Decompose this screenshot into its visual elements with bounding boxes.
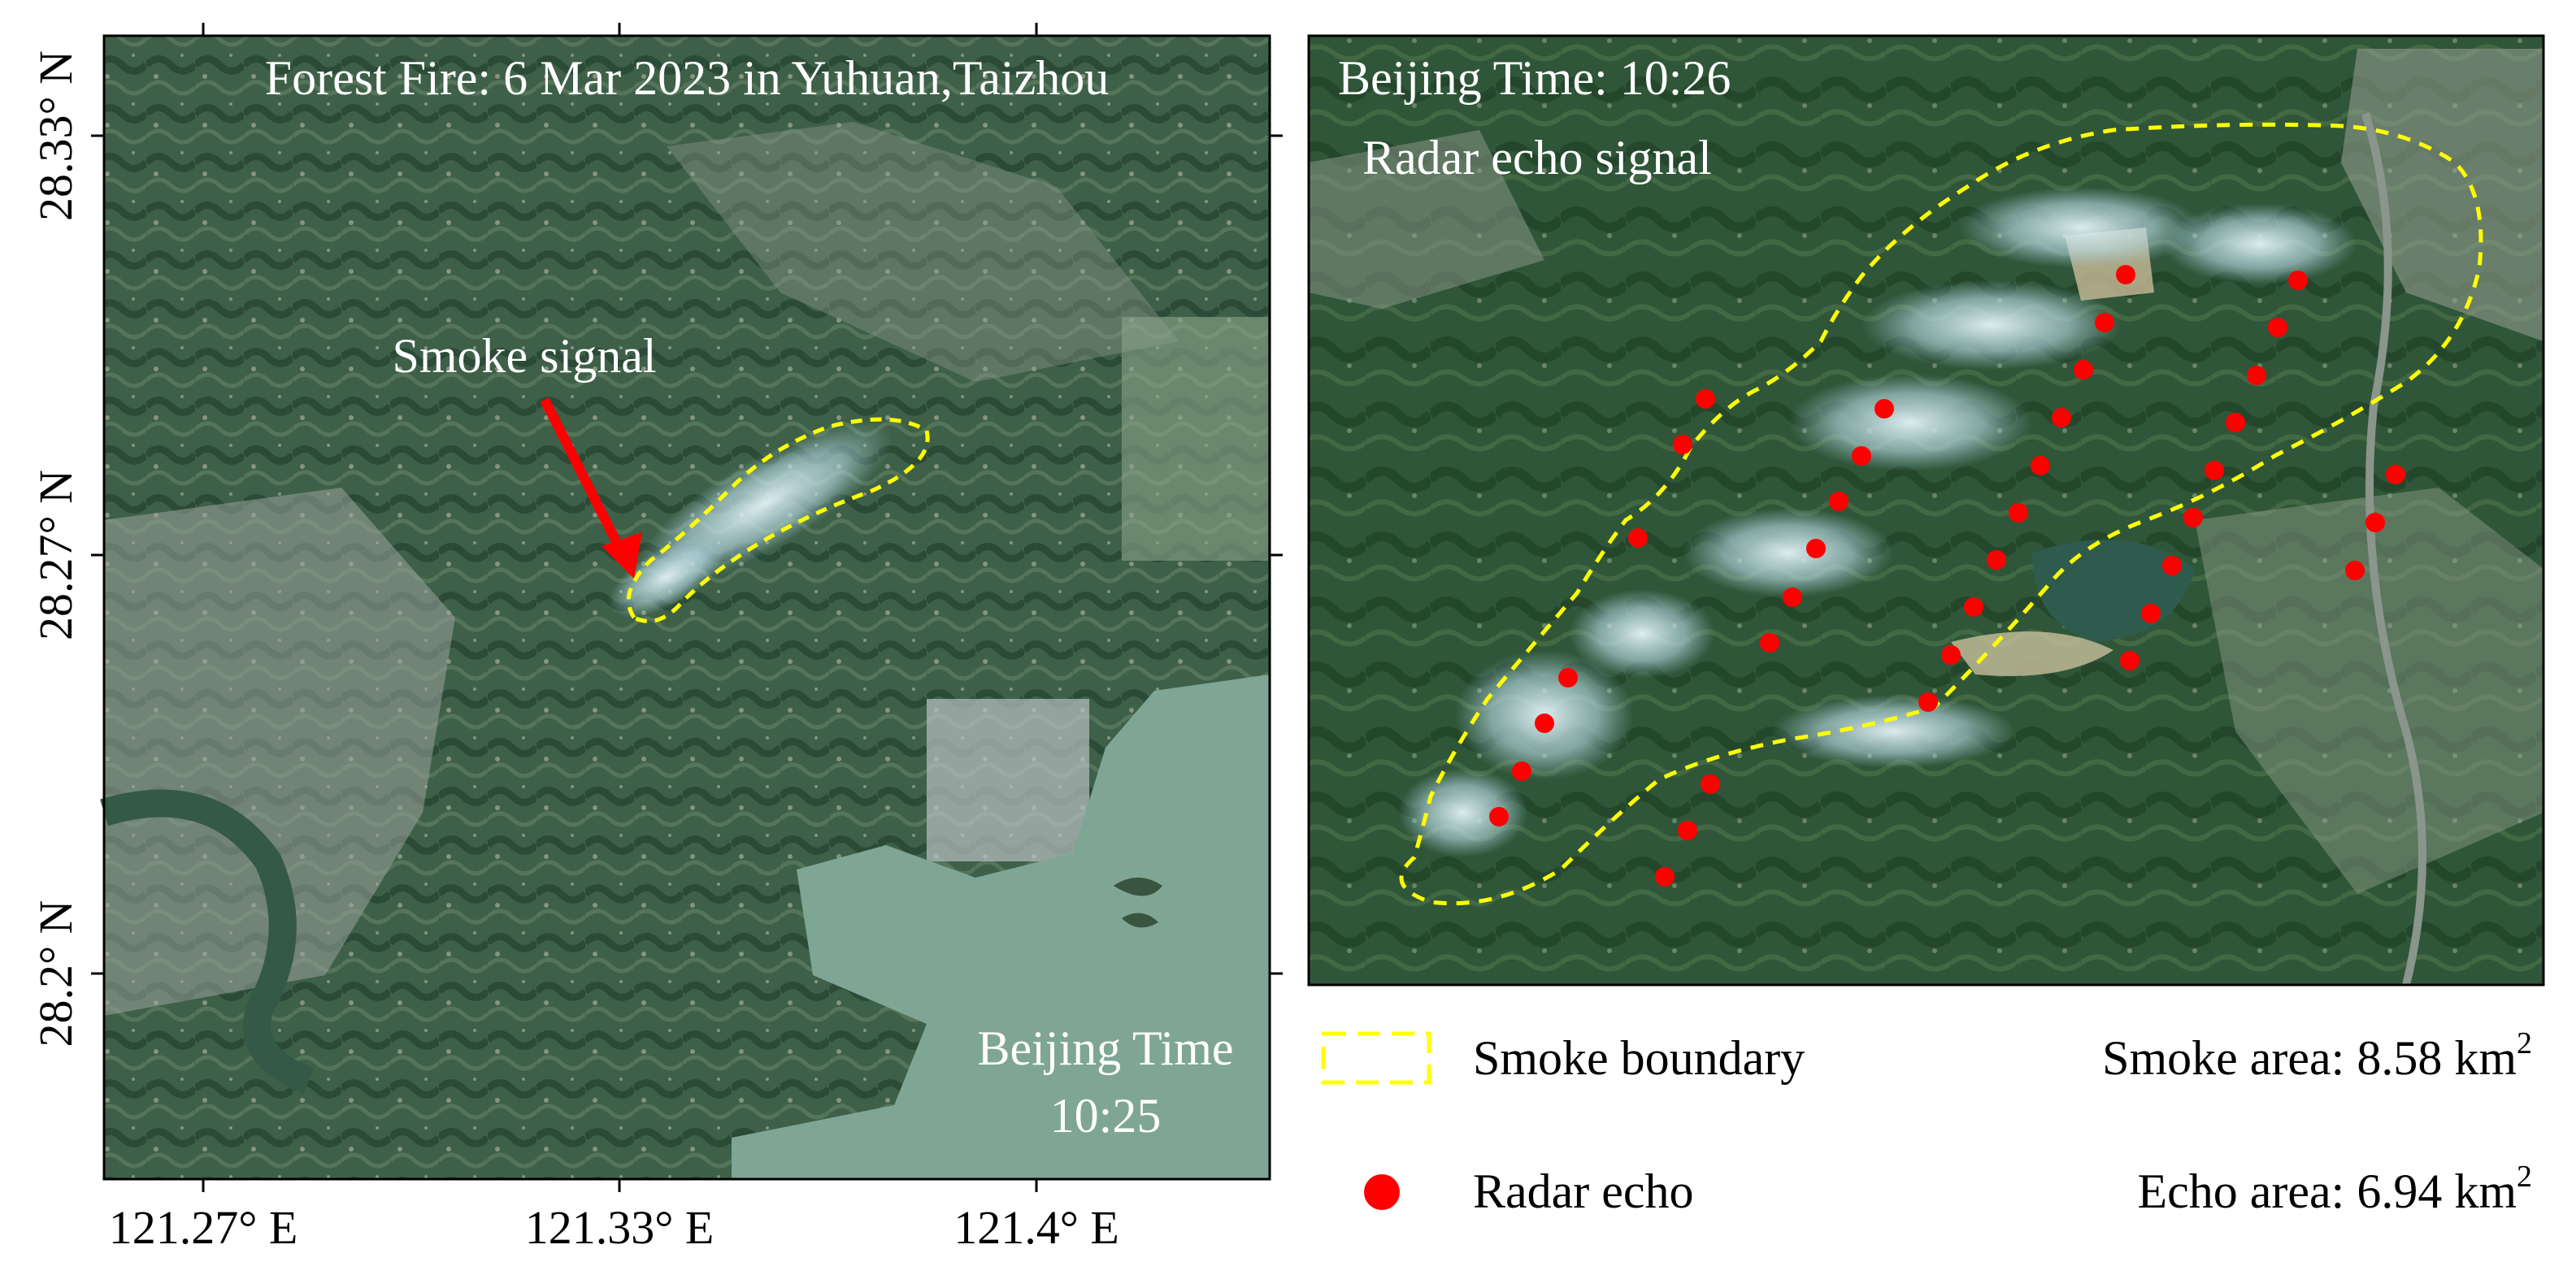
smoke-plumes-right [1398, 187, 2357, 857]
lat-tick-label-2: 28.27° N [29, 470, 82, 640]
radar-echo [1852, 446, 1871, 466]
right-subtitle: Radar echo signal [1362, 131, 1712, 184]
smoke-area-label: Smoke area: 8.58 km2 [2102, 1026, 2532, 1085]
radar-echo [1673, 435, 1692, 454]
smoke-arrow [540, 397, 627, 555]
legend-smoke-boundary-swatch [1321, 1031, 1431, 1085]
legend-radar-echo-label: Radar echo [1473, 1164, 1694, 1218]
radar-echo [2031, 456, 2050, 475]
radar-echo [2205, 461, 2224, 480]
radar-echo [2345, 561, 2365, 580]
lat-tick-label-3: 28.2° N [29, 900, 82, 1047]
radar-echo [2183, 508, 2203, 527]
left-map-frame [102, 34, 1271, 1181]
lon-tick-label-3: 121.4° E [954, 1201, 1119, 1254]
radar-echo [2247, 366, 2266, 385]
legend-smoke-boundary-label: Smoke boundary [1473, 1031, 1805, 1085]
legend-radar-echo-swatch [1364, 1174, 1400, 1210]
radar-echo [1628, 528, 1648, 548]
village-area-se [2195, 488, 2543, 894]
radar-echo [1678, 821, 1697, 840]
radar-echo [1512, 761, 1531, 781]
right-map-panel: Beijing Time: 10:26 Radar echo signal [1307, 34, 2545, 987]
smoke-area-text: Smoke area: 8.58 km [2102, 1031, 2517, 1085]
smoke-plume-left-tail [608, 536, 725, 618]
radar-echo [2052, 408, 2071, 427]
smoke-signal-label: Smoke signal [393, 329, 657, 383]
echo-area-text: Echo area: 6.94 km [2138, 1164, 2517, 1218]
radar-echo [1783, 588, 1802, 607]
lat-tick-label-1: 28.33° N [29, 50, 82, 221]
radar-echo [2288, 271, 2308, 290]
lon-tick-label-1: 121.27° E [109, 1201, 298, 1254]
echo-area-label: Echo area: 6.94 km2 [2138, 1160, 2533, 1218]
radar-echo [2074, 360, 2093, 379]
left-map-ticks [91, 23, 1283, 1192]
radar-echo [2116, 265, 2135, 284]
radar-echo [2386, 465, 2405, 484]
radar-echo [2268, 318, 2287, 337]
radar-echo [1964, 597, 1983, 617]
smoke-boundary-left [626, 417, 930, 623]
radar-echo [2095, 313, 2114, 332]
radar-echo [2365, 513, 2385, 532]
right-time-label: Beijing Time: 10:26 [1338, 51, 1731, 105]
radar-echo [2141, 604, 2161, 623]
radar-echo [2162, 556, 2182, 575]
radar-echo [1696, 389, 1715, 409]
radar-echo [1806, 539, 1826, 558]
radar-echo [1918, 692, 1938, 712]
lon-tick-label-2: 121.33° E [525, 1201, 715, 1254]
radar-echo [2009, 503, 2028, 523]
urban-area-west [104, 488, 455, 1016]
radar-echo [2120, 651, 2139, 670]
sea [732, 674, 1270, 1179]
left-time-label: Beijing Time [977, 1021, 1233, 1075]
islands [1114, 878, 1162, 928]
radar-echo-points [1489, 265, 2405, 887]
village-area-ne [2341, 49, 2543, 341]
radar-echo [1701, 774, 1720, 794]
river [100, 789, 315, 1094]
left-map-title: Forest Fire: 6 Mar 2023 in Yuhuan,Taizho… [265, 51, 1109, 105]
radar-echo [1829, 492, 1848, 511]
radar-echo [1655, 867, 1675, 887]
radar-echo [1489, 807, 1509, 826]
echo-area-sup: 2 [2517, 1160, 2532, 1194]
farmland [1122, 317, 1268, 561]
radar-echo [2226, 413, 2245, 432]
radar-echo [1535, 713, 1554, 733]
right-map-frame [1307, 34, 2545, 987]
smoke-boundary-right [1399, 122, 2483, 906]
left-map-panel: Forest Fire: 6 Mar 2023 in Yuhuan,Taizho… [100, 34, 1271, 1181]
village-area-nw [1309, 130, 1544, 309]
radar-echo [1941, 645, 1961, 665]
radar-echo [1558, 668, 1578, 687]
legend: Smoke boundary Radar echo Smoke area: 8.… [1321, 1026, 2533, 1218]
radar-echo [1987, 550, 2006, 570]
urban-area-north [667, 122, 1179, 382]
bare-ground [1951, 631, 2113, 676]
radar-echo [1760, 633, 1779, 653]
road-right [2361, 112, 2426, 987]
left-time-value: 10:25 [1050, 1089, 1162, 1143]
industrial-zone [927, 699, 1089, 861]
radar-echo [1874, 399, 1894, 418]
smoke-arrow-head [602, 532, 642, 579]
smoke-area-sup: 2 [2517, 1026, 2532, 1060]
